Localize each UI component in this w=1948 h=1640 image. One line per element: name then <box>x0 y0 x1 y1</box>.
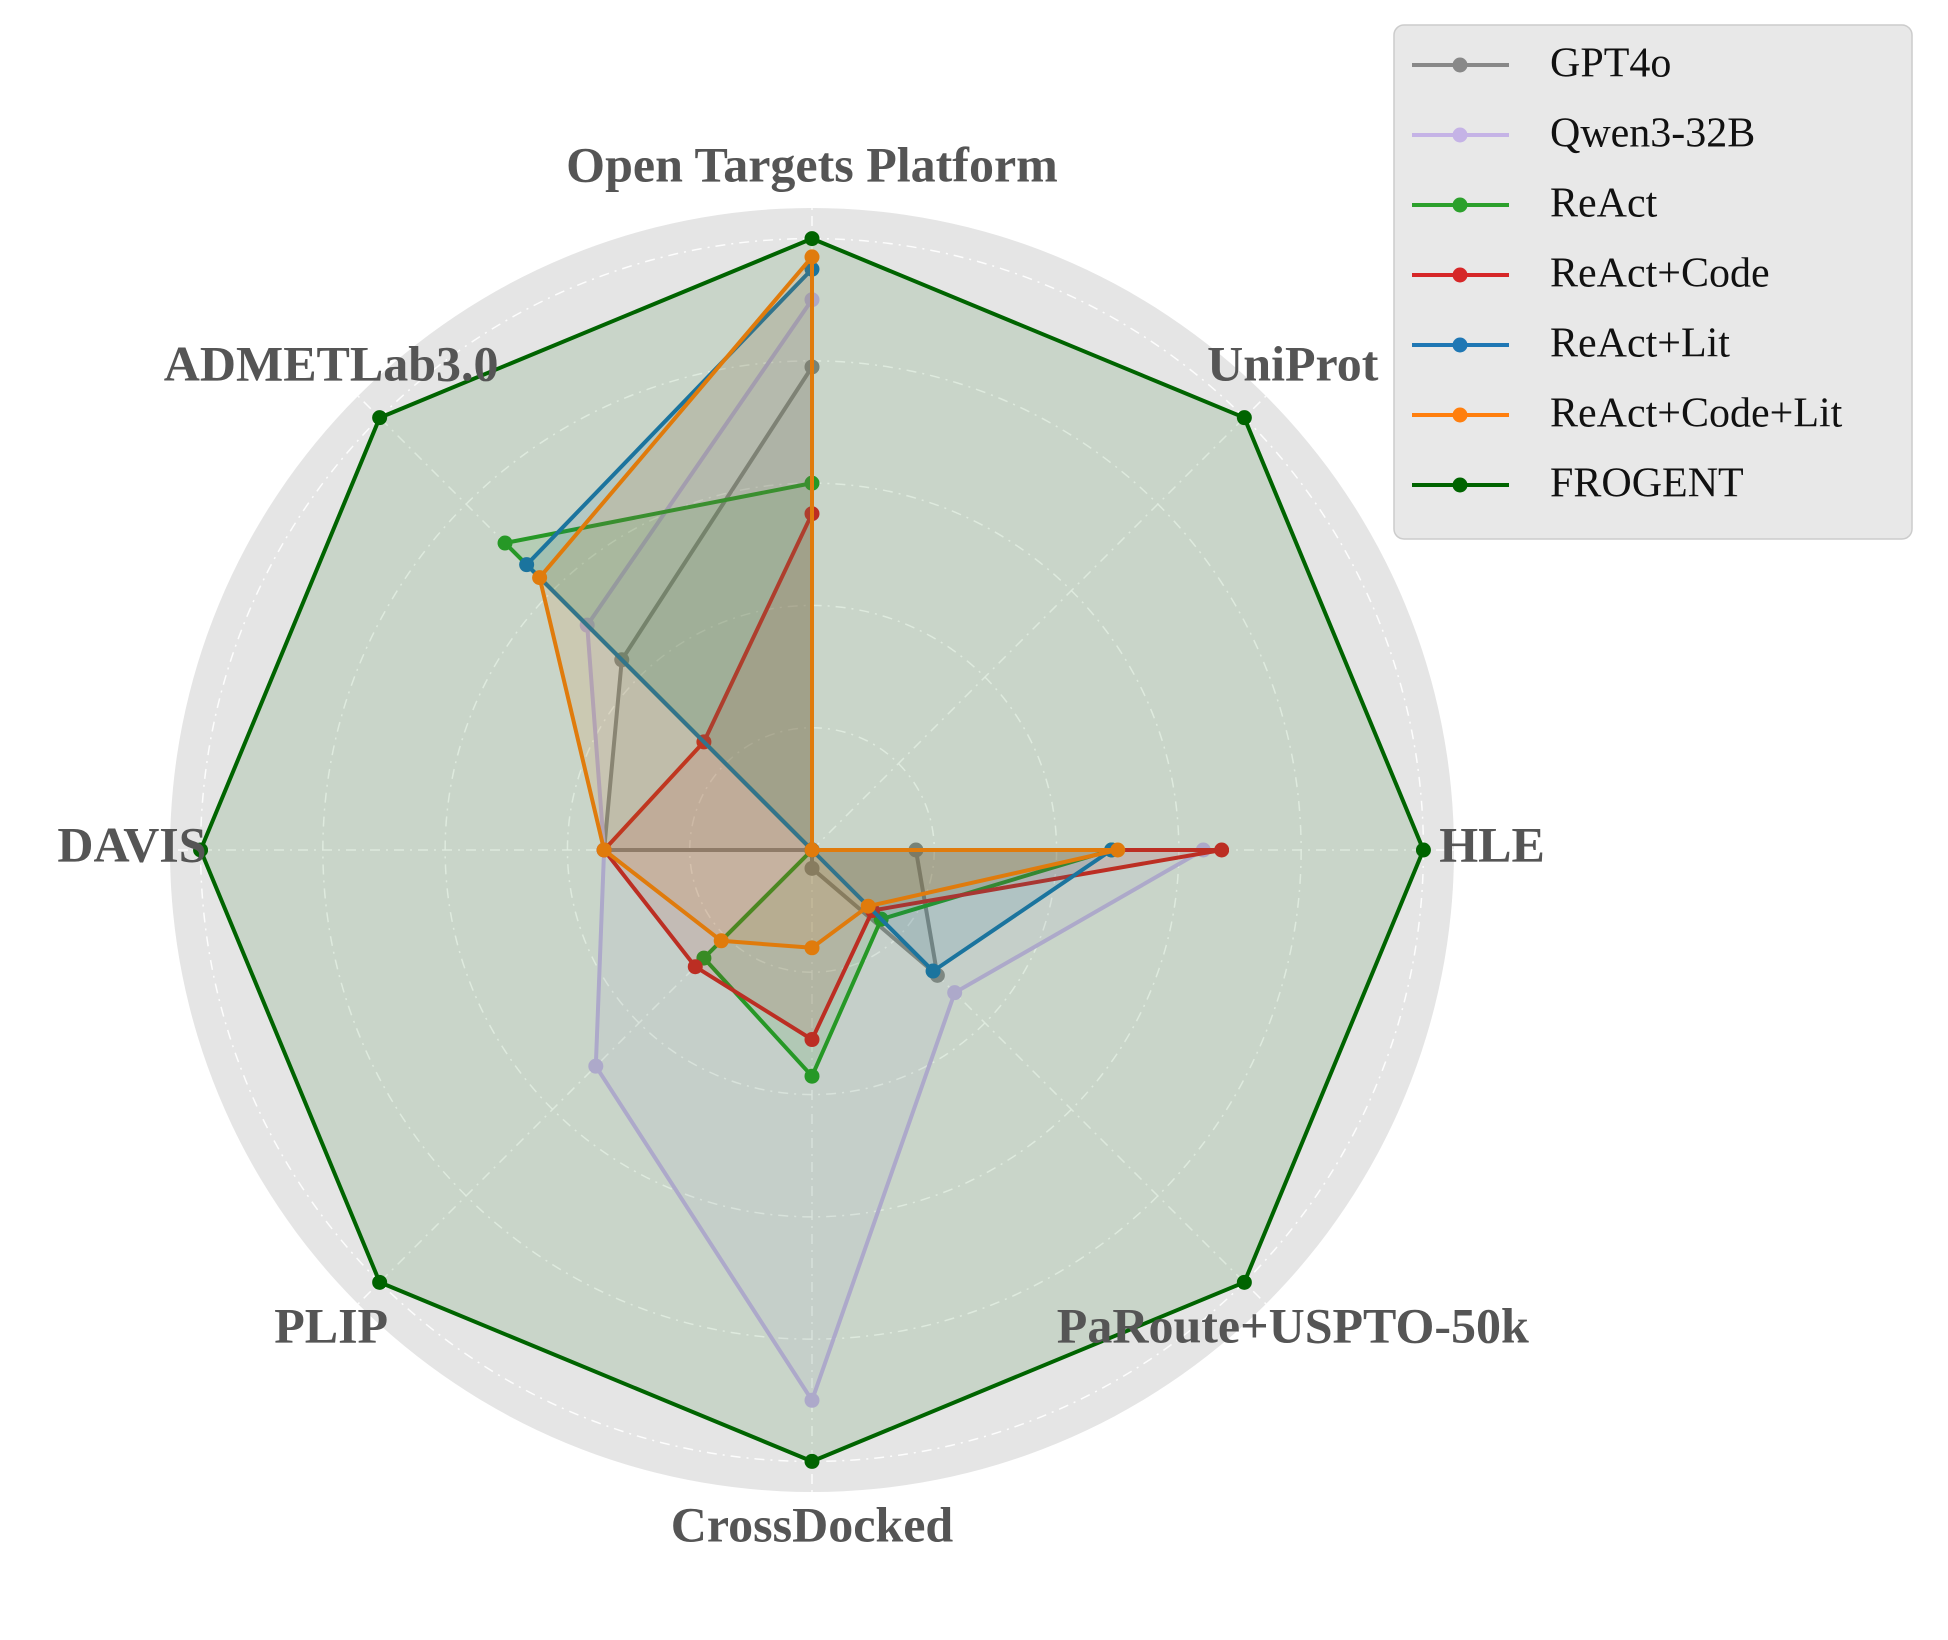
legend-label: Qwen3-32B <box>1550 111 1755 157</box>
legend: GPT4o Qwen3-32B ReAct ReAct+Code ReAct+Lit Re… <box>1393 24 1913 540</box>
axis-label: ADMETLab3.0 <box>164 336 499 392</box>
data-point <box>1110 842 1126 858</box>
series-area <box>604 513 1222 1040</box>
data-point <box>588 1058 604 1074</box>
spoke <box>811 395 1267 851</box>
data-point <box>497 535 513 551</box>
series-area <box>604 367 938 976</box>
data-point <box>1415 842 1431 858</box>
data-point <box>596 842 612 858</box>
legend-marker <box>1452 267 1468 283</box>
axis-label: Open Targets Platform <box>566 136 1058 192</box>
axis-label: UniProt <box>1207 336 1379 392</box>
data-point <box>804 1068 820 1084</box>
data-point <box>804 1032 820 1048</box>
data-point <box>1214 842 1230 858</box>
data-point <box>804 1453 820 1469</box>
data-point <box>372 1274 388 1290</box>
legend-label: ReAct+Code+Lit <box>1550 391 1843 437</box>
legend-marker <box>1452 407 1468 423</box>
data-point <box>804 860 820 876</box>
legend-marker <box>1452 197 1468 213</box>
axis-label: DAVIS <box>57 816 206 872</box>
legend-label: GPT4o <box>1550 41 1671 87</box>
series-area <box>505 483 1112 1077</box>
data-point <box>804 249 820 265</box>
legend-marker <box>1452 477 1468 493</box>
spoke <box>811 849 1267 1305</box>
axis-label: PLIP <box>274 1297 388 1353</box>
data-point <box>925 963 941 979</box>
legend-marker <box>1452 127 1468 143</box>
legend-marker <box>1452 57 1468 73</box>
data-point <box>860 898 876 914</box>
data-point <box>804 842 820 858</box>
legend-label: ReAct+Lit <box>1550 321 1730 367</box>
spoke <box>357 849 813 1305</box>
data-point <box>804 1392 820 1408</box>
legend-box <box>1393 24 1913 540</box>
data-point <box>519 557 535 573</box>
axis-label: PaRoute+USPTO-50k <box>1057 1297 1529 1353</box>
legend-marker <box>1452 337 1468 353</box>
data-point <box>713 933 729 949</box>
axis-label: CrossDocked <box>671 1496 954 1552</box>
data-point <box>687 959 703 975</box>
data-point <box>372 410 388 426</box>
legend-label: ReAct <box>1550 181 1658 227</box>
series-area <box>539 256 1118 948</box>
axis-label: HLE <box>1439 816 1545 872</box>
data-point <box>1236 410 1252 426</box>
series-area <box>526 269 1112 972</box>
series-area <box>200 238 1424 1462</box>
data-point <box>947 985 963 1001</box>
data-point <box>804 940 820 956</box>
data-point <box>193 842 209 858</box>
legend-label: FROGENT <box>1550 461 1744 507</box>
data-point <box>532 570 548 586</box>
data-point <box>1236 1274 1252 1290</box>
legend-label: ReAct+Code <box>1550 251 1770 297</box>
data-point <box>804 231 820 247</box>
